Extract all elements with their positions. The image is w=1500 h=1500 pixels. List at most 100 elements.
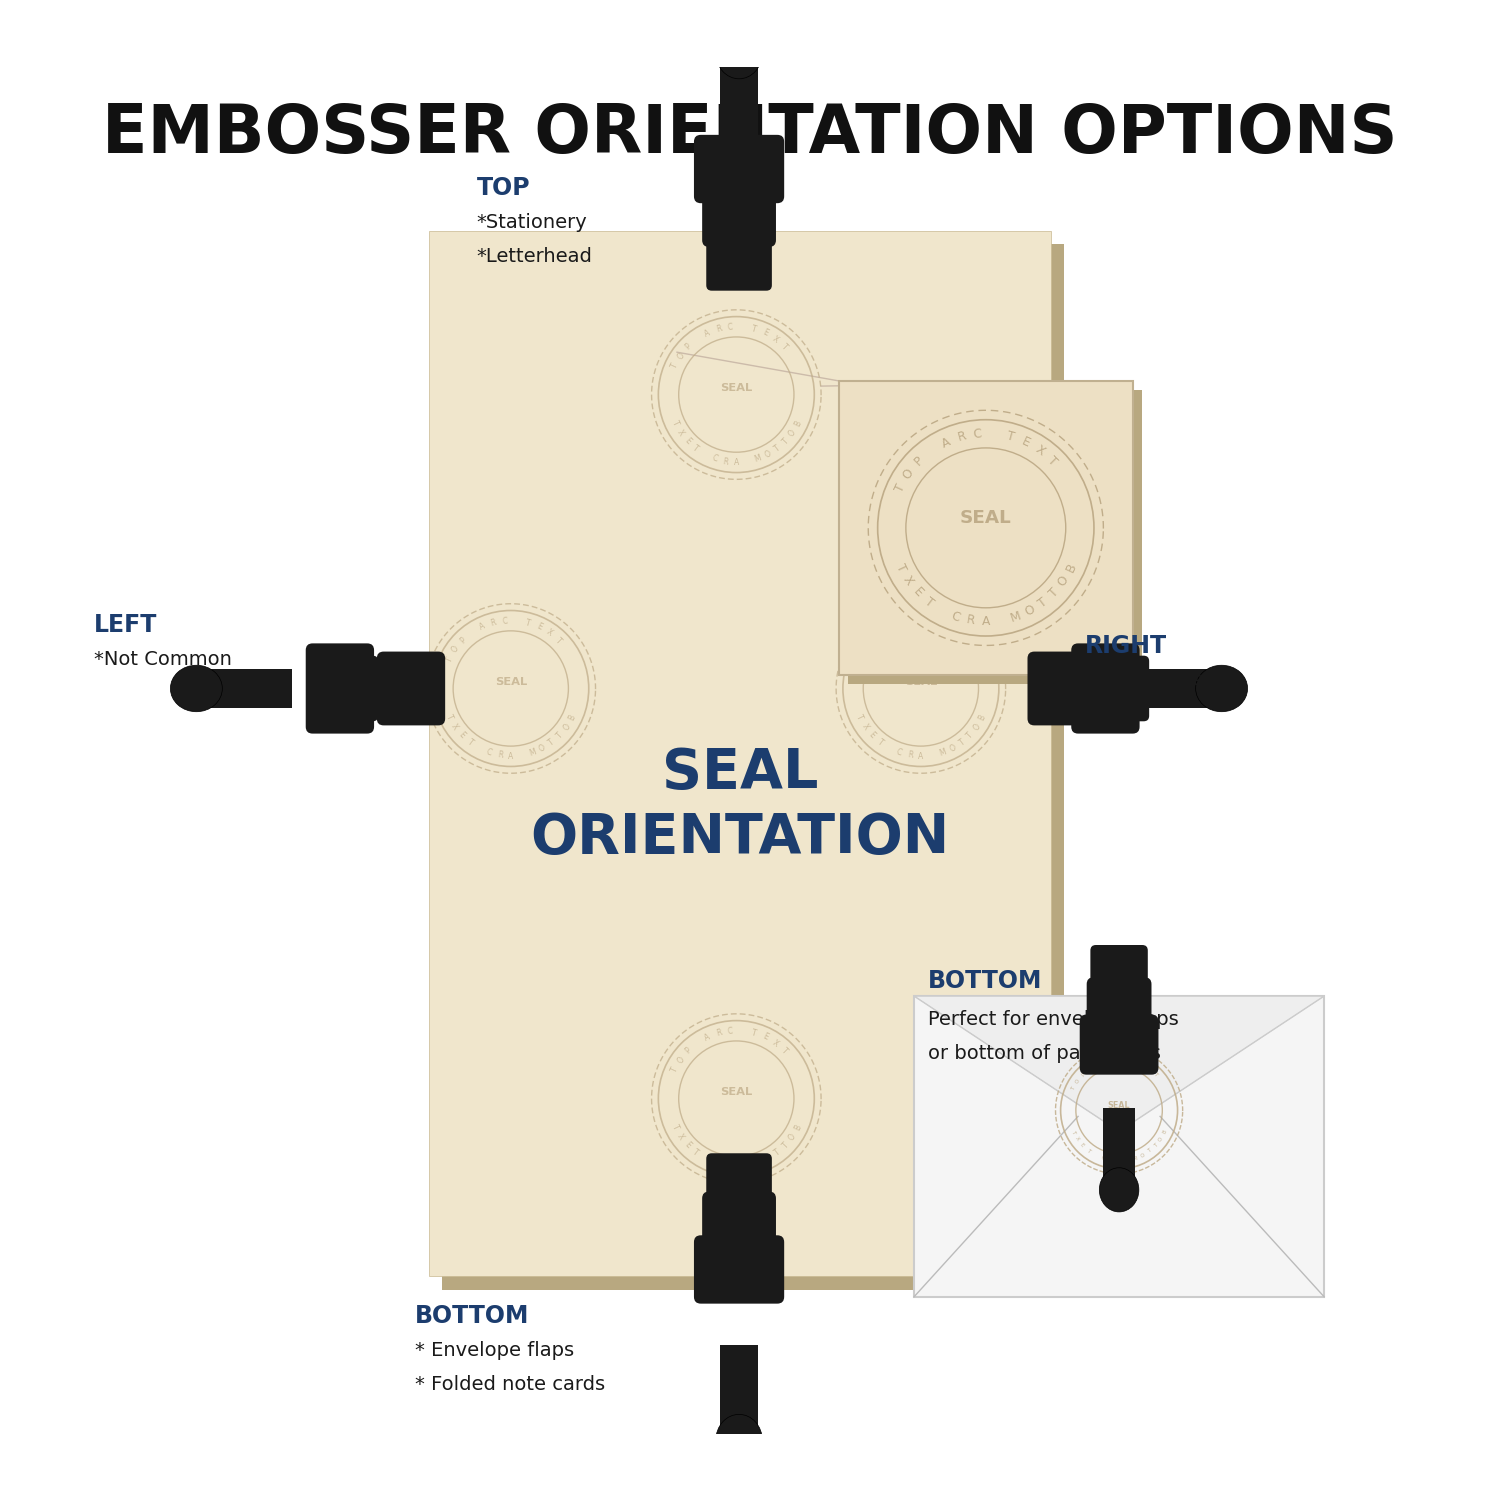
Text: P: P <box>912 454 927 468</box>
Text: C: C <box>711 1158 718 1168</box>
Text: T: T <box>1047 585 1060 600</box>
Text: T: T <box>1046 454 1059 468</box>
FancyBboxPatch shape <box>1028 651 1096 726</box>
Bar <box>196 669 292 708</box>
Text: T: T <box>670 362 680 370</box>
Text: C: C <box>728 322 734 332</box>
Text: SEAL: SEAL <box>1108 1101 1131 1110</box>
Text: B: B <box>792 419 802 428</box>
Text: T: T <box>772 1148 782 1158</box>
FancyBboxPatch shape <box>706 231 772 291</box>
Text: M: M <box>1008 609 1023 625</box>
Text: T: T <box>750 324 758 334</box>
Text: X: X <box>900 573 916 588</box>
Text: T: T <box>1086 1148 1090 1154</box>
Text: O: O <box>764 1154 772 1164</box>
Text: O: O <box>561 722 572 732</box>
Text: P: P <box>684 1046 693 1056</box>
Text: B: B <box>792 1124 802 1131</box>
Text: E: E <box>867 730 876 740</box>
Text: T: T <box>465 738 474 747</box>
Text: *Not Common: *Not Common <box>94 650 231 669</box>
Text: A: A <box>1095 1060 1101 1068</box>
Text: EMBOSSER ORIENTATION OPTIONS: EMBOSSER ORIENTATION OPTIONS <box>102 100 1398 166</box>
Text: B: B <box>567 712 578 722</box>
Text: X: X <box>859 722 870 732</box>
Text: C: C <box>728 1026 734 1036</box>
Text: O: O <box>1158 1136 1164 1142</box>
Ellipse shape <box>1100 1168 1138 1212</box>
Text: C: C <box>1113 1058 1116 1062</box>
Text: R: R <box>716 324 723 334</box>
Text: T: T <box>1148 1148 1152 1154</box>
Text: M: M <box>938 747 946 758</box>
Text: B: B <box>1162 1130 1168 1134</box>
Text: O: O <box>538 742 548 754</box>
Text: X: X <box>675 427 686 438</box>
FancyBboxPatch shape <box>694 135 784 202</box>
Text: M: M <box>528 747 537 758</box>
Text: T: T <box>1070 1130 1076 1134</box>
Text: BOTTOM: BOTTOM <box>927 969 1042 993</box>
Text: T: T <box>670 1124 680 1131</box>
Text: M: M <box>753 453 762 464</box>
Text: T: T <box>555 730 566 740</box>
Text: C: C <box>912 616 918 626</box>
Text: Perfect for envelope flaps: Perfect for envelope flaps <box>927 1010 1179 1029</box>
Text: T: T <box>964 636 974 645</box>
Text: C: C <box>896 747 903 758</box>
Text: T: T <box>692 1148 700 1158</box>
Text: P: P <box>868 636 877 645</box>
Text: TOP: TOP <box>477 176 530 200</box>
Text: BOTTOM: BOTTOM <box>416 1304 530 1328</box>
FancyBboxPatch shape <box>1080 1014 1158 1074</box>
FancyBboxPatch shape <box>702 178 776 248</box>
Text: A: A <box>734 458 740 466</box>
Text: O: O <box>1056 573 1071 588</box>
Text: T: T <box>1130 1059 1134 1064</box>
Text: E: E <box>910 585 926 600</box>
Text: T: T <box>750 1028 758 1038</box>
Text: SEAL: SEAL <box>960 510 1011 528</box>
Text: T: T <box>548 738 556 747</box>
Text: T: T <box>525 618 531 628</box>
Text: A: A <box>478 622 486 632</box>
Text: R: R <box>722 456 729 466</box>
Text: R: R <box>1108 1158 1113 1164</box>
FancyBboxPatch shape <box>306 644 374 734</box>
Text: E: E <box>760 328 770 338</box>
Ellipse shape <box>171 664 222 711</box>
Text: SEAL
ORIENTATION: SEAL ORIENTATION <box>530 747 950 866</box>
Text: E: E <box>760 1032 770 1042</box>
Text: T: T <box>780 342 789 351</box>
Text: T: T <box>1035 596 1050 610</box>
Text: *Stationery: *Stationery <box>477 213 588 232</box>
Text: E: E <box>1020 435 1032 450</box>
FancyBboxPatch shape <box>376 651 446 726</box>
Bar <box>429 231 1050 1276</box>
FancyBboxPatch shape <box>694 1236 784 1304</box>
Text: A: A <box>704 328 712 339</box>
Text: M: M <box>1132 1155 1138 1161</box>
Bar <box>849 390 1143 684</box>
Text: R: R <box>716 1028 723 1038</box>
Text: X: X <box>1074 1136 1080 1142</box>
Text: A: A <box>1118 1158 1120 1164</box>
Text: T: T <box>780 1046 789 1056</box>
Text: A: A <box>704 1032 712 1042</box>
Text: R: R <box>722 1161 729 1170</box>
Text: R: R <box>496 750 502 760</box>
Text: T: T <box>892 482 908 495</box>
Text: T: T <box>934 618 942 628</box>
Text: A: A <box>734 1162 740 1172</box>
Text: O: O <box>675 351 686 360</box>
Text: O: O <box>788 427 798 438</box>
Bar <box>720 1344 758 1440</box>
Text: X: X <box>450 722 460 732</box>
Text: T: T <box>1154 1143 1160 1149</box>
Text: R: R <box>906 750 914 760</box>
Text: R: R <box>956 429 968 444</box>
Text: A: A <box>918 752 924 760</box>
Text: SEAL: SEAL <box>904 676 938 687</box>
Text: X: X <box>1146 1065 1150 1072</box>
